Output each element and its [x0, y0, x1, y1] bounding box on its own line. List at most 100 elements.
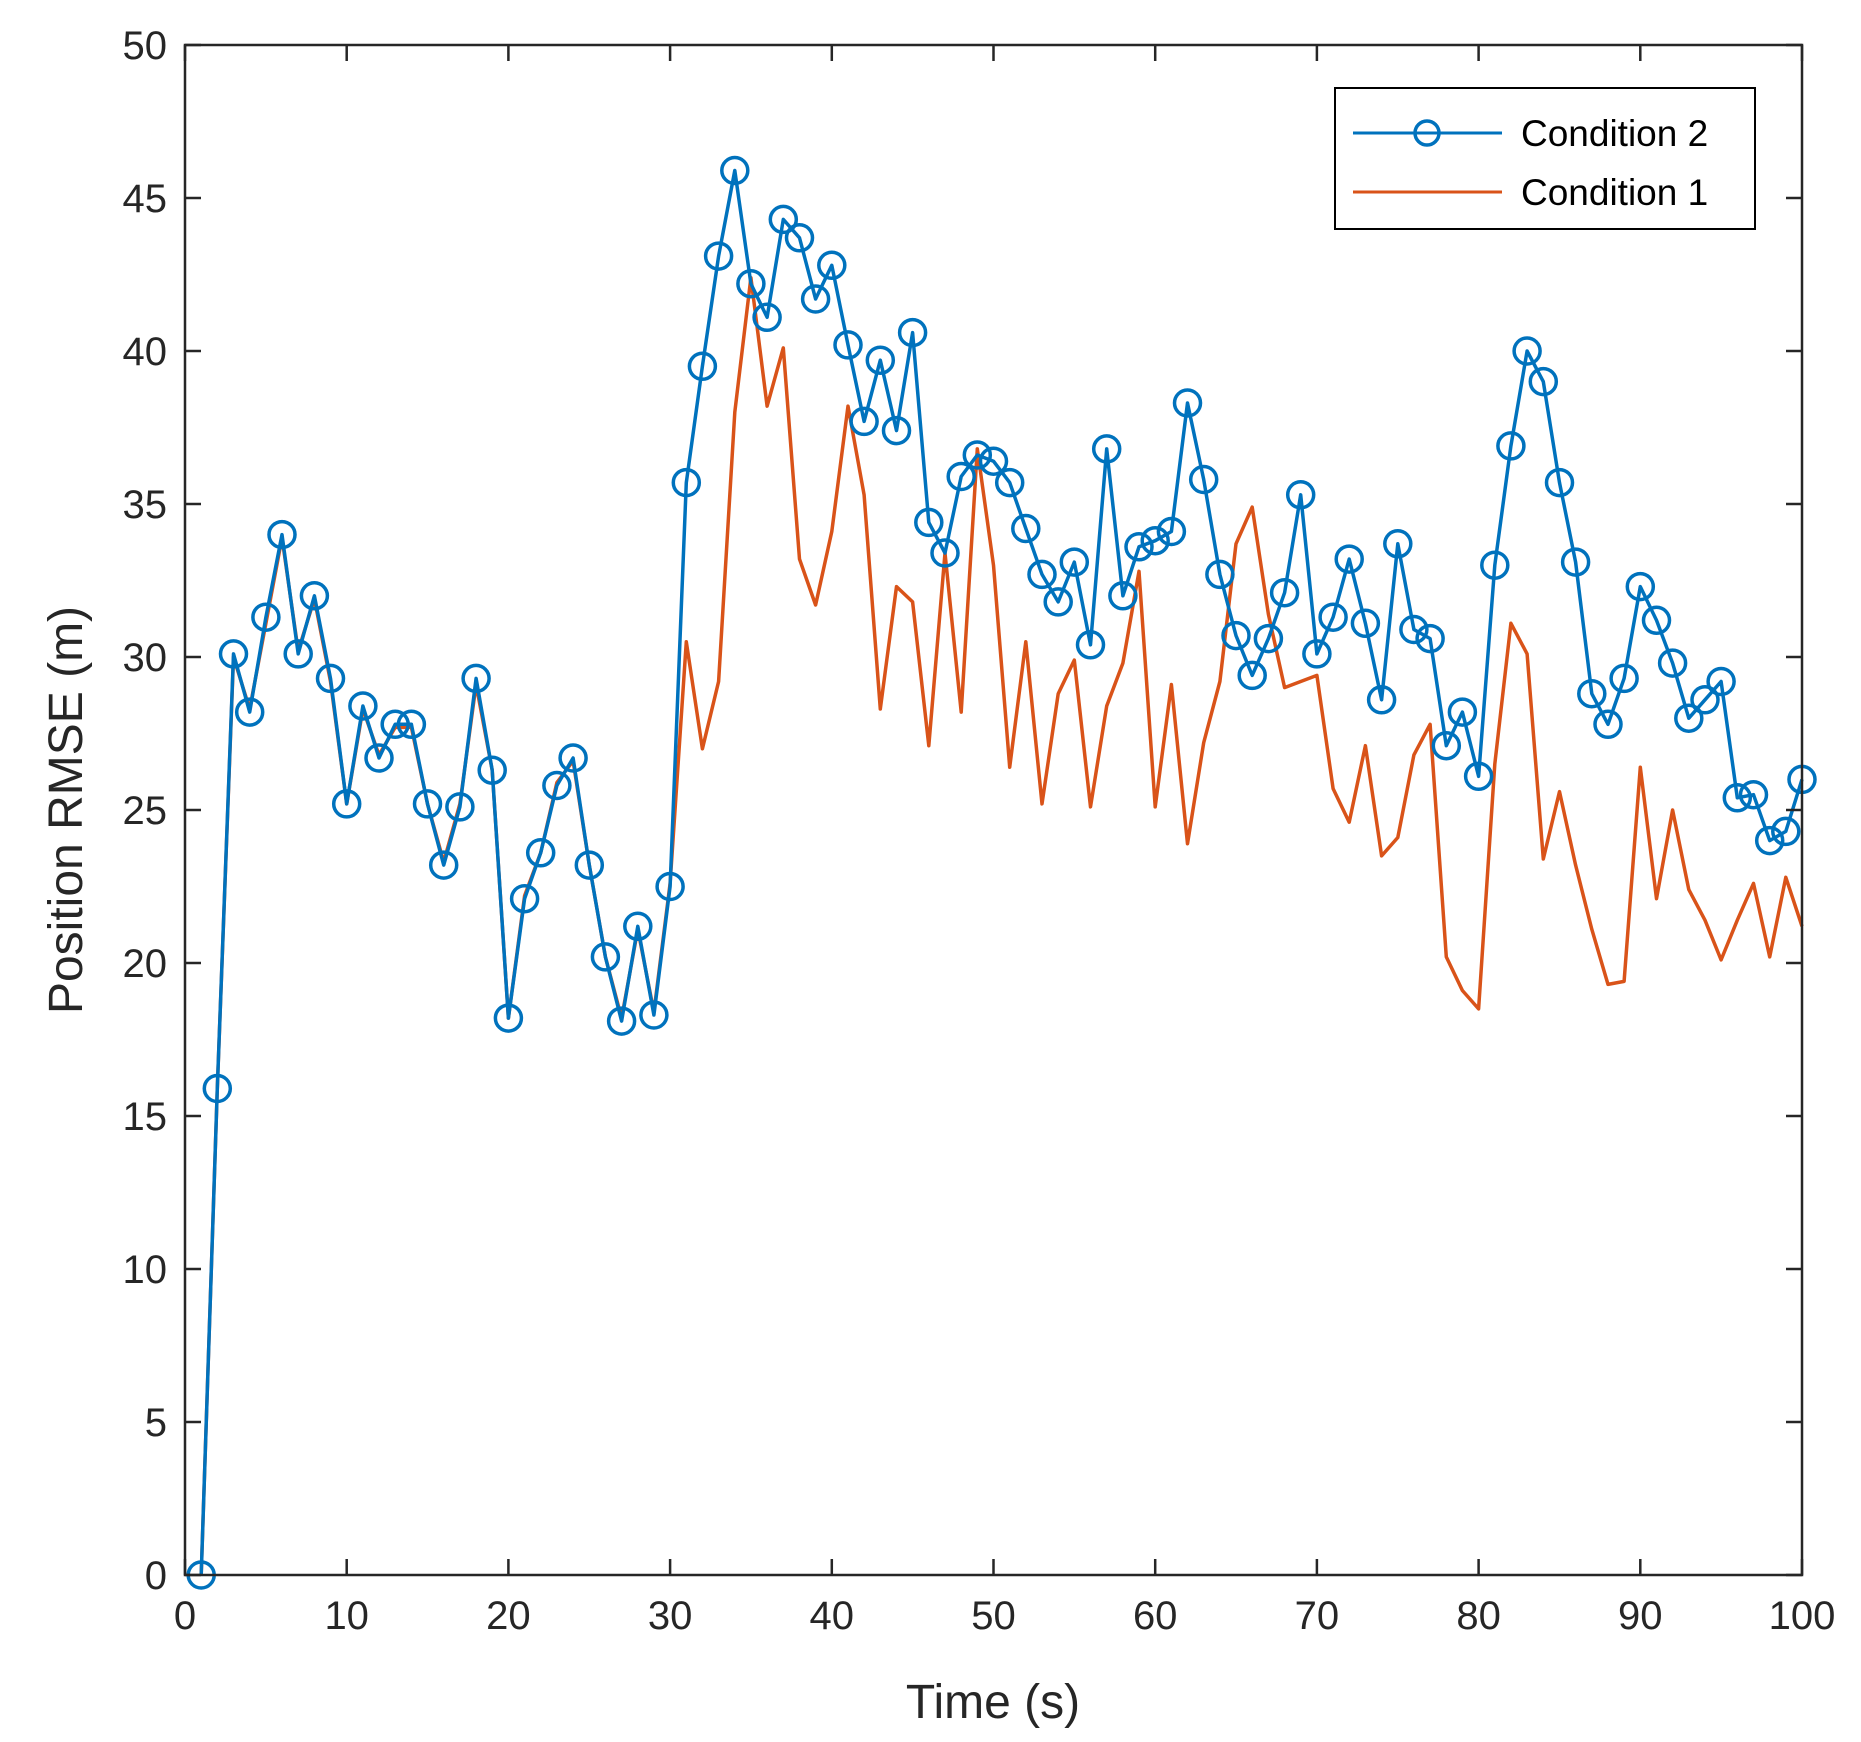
data-point-condition-2 — [1771, 816, 1801, 847]
y-tick-label: 10 — [123, 1248, 168, 1292]
data-point-condition-2 — [1269, 577, 1300, 608]
data-point-condition-2 — [768, 204, 799, 235]
data-point-condition-2 — [1140, 525, 1170, 556]
y-tick-label: 25 — [123, 789, 168, 833]
data-point-condition-2 — [897, 317, 928, 348]
data-point-condition-2 — [1172, 388, 1203, 418]
y-tick-label: 45 — [123, 177, 168, 221]
data-point-condition-2 — [784, 223, 815, 253]
data-point-condition-2 — [752, 302, 782, 333]
x-tick-label: 30 — [648, 1594, 693, 1638]
data-point-condition-2 — [606, 1006, 637, 1036]
data-point-condition-2 — [283, 639, 313, 669]
data-point-condition-2 — [1544, 467, 1575, 498]
data-point-condition-2 — [1706, 666, 1736, 697]
x-tick-label: 90 — [1618, 1594, 1663, 1638]
data-point-condition-2 — [1738, 779, 1769, 810]
data-point-condition-2 — [1124, 532, 1154, 562]
data-point-condition-2 — [1027, 559, 1057, 590]
data-point-condition-2 — [833, 330, 863, 360]
data-point-condition-2 — [1674, 703, 1704, 733]
data-point-condition-2 — [1528, 366, 1559, 397]
data-point-condition-2 — [348, 691, 378, 721]
y-tick-label: 15 — [123, 1095, 168, 1139]
data-point-condition-2 — [623, 911, 653, 942]
data-point-condition-2 — [1463, 761, 1494, 792]
data-point-condition-2 — [962, 440, 993, 470]
data-point-condition-2 — [461, 663, 491, 694]
data-point-condition-2 — [1205, 559, 1235, 590]
data-point-condition-2 — [1641, 605, 1672, 636]
data-point-condition-2 — [331, 789, 362, 819]
x-tick-label: 40 — [810, 1594, 855, 1638]
data-point-condition-2 — [574, 850, 605, 880]
data-point-condition-2 — [1334, 544, 1364, 574]
data-point-condition-2 — [1366, 685, 1397, 715]
data-point-condition-2 — [1512, 336, 1542, 366]
data-point-condition-2 — [1108, 581, 1138, 611]
data-point-condition-2 — [493, 1003, 524, 1033]
data-point-condition-2 — [1431, 730, 1462, 761]
data-point-condition-2 — [542, 770, 572, 801]
data-point-condition-2 — [1496, 431, 1526, 461]
x-tick-label: 10 — [324, 1594, 369, 1638]
data-point-condition-2 — [1091, 434, 1122, 464]
legend-marker-condition-2 — [1413, 119, 1441, 147]
y-tick-label: 20 — [123, 942, 168, 986]
data-point-condition-2 — [736, 268, 766, 299]
x-tick-label: 20 — [486, 1594, 531, 1638]
data-point-condition-2 — [1253, 623, 1284, 654]
y-axis-label: Position RMSE (m) — [40, 606, 93, 1014]
x-tick-label: 100 — [1769, 1594, 1836, 1638]
x-tick-label: 60 — [1133, 1594, 1178, 1638]
data-point-condition-2 — [720, 155, 750, 186]
data-point-condition-2 — [1188, 464, 1219, 495]
data-point-condition-2 — [380, 709, 410, 740]
data-point-condition-2 — [687, 351, 718, 382]
y-axis: 0 5 10 15 20 25 30 35 40 45 50 — [123, 24, 1802, 1598]
x-axis-label: Time (s) — [906, 1676, 1080, 1729]
data-point-condition-2 — [703, 241, 734, 271]
data-point-condition-2 — [1657, 648, 1688, 678]
data-point-condition-2 — [1480, 550, 1510, 580]
data-point-condition-2 — [817, 250, 847, 281]
data-point-condition-2 — [914, 507, 944, 538]
legend: Condition 2 Condition 1 — [1334, 87, 1756, 230]
data-point-condition-2 — [1415, 623, 1445, 654]
data-point-condition-2 — [1059, 547, 1090, 577]
data-point-condition-2 — [202, 1073, 233, 1104]
data-point-condition-2 — [428, 850, 459, 880]
data-point-condition-2 — [1609, 663, 1639, 694]
data-point-condition-2 — [412, 789, 443, 819]
data-point-condition-2 — [1350, 608, 1381, 639]
data-point-condition-2 — [1285, 480, 1316, 510]
data-point-condition-2 — [1722, 783, 1753, 813]
data-point-condition-2 — [865, 345, 896, 375]
data-point-condition-2 — [849, 406, 879, 437]
data-point-condition-2 — [590, 942, 621, 972]
y-tick-label: 0 — [145, 1554, 167, 1598]
data-point-condition-2 — [1560, 547, 1591, 577]
y-tick-label: 30 — [123, 636, 168, 680]
data-point-condition-2 — [477, 755, 507, 785]
x-tick-label: 50 — [971, 1594, 1016, 1638]
data-point-condition-2 — [1447, 697, 1478, 727]
y-tick-label: 5 — [145, 1401, 167, 1445]
data-point-condition-2 — [509, 883, 540, 914]
data-point-condition-2 — [1302, 639, 1332, 669]
data-point-condition-2 — [396, 709, 427, 740]
data-point-condition-2 — [1690, 685, 1720, 715]
data-point-condition-2 — [315, 663, 346, 694]
y-tick-label: 50 — [123, 24, 168, 68]
data-point-condition-2 — [994, 467, 1025, 498]
data-point-condition-2 — [930, 538, 960, 568]
data-point-condition-2 — [218, 639, 249, 669]
data-point-condition-2 — [1754, 825, 1785, 856]
data-point-condition-2 — [251, 602, 281, 632]
data-point-condition-2 — [1011, 513, 1041, 544]
data-point-condition-2 — [1383, 529, 1413, 559]
y-tick-label: 40 — [123, 330, 168, 374]
data-point-condition-2 — [1625, 571, 1656, 602]
x-axis: 0 10 20 30 40 50 60 70 80 90 100 — [174, 45, 1836, 1638]
